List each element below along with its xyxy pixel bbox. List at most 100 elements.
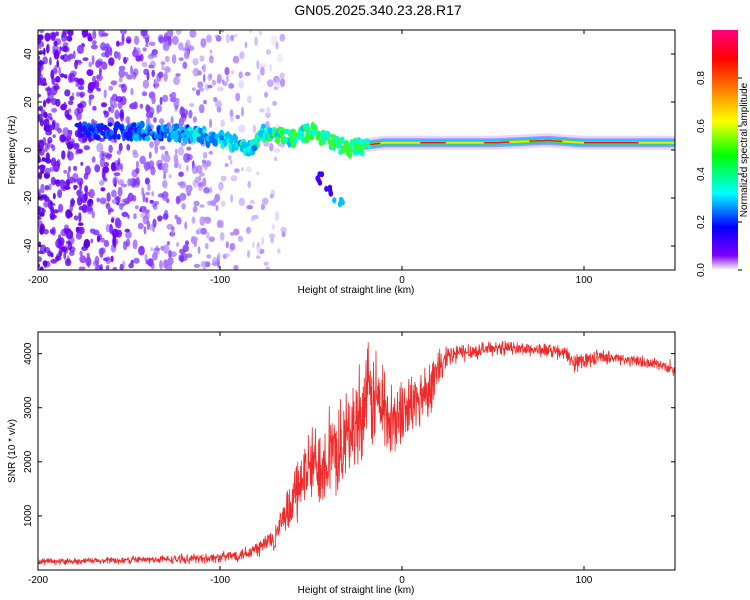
y-tick-label: -20 bbox=[23, 190, 34, 205]
snr-x-ticks: -200 -100 0 100 bbox=[28, 332, 593, 586]
spectral-noise-blob bbox=[99, 247, 106, 254]
spectral-noise-blob bbox=[42, 77, 47, 86]
spectral-noise-blob bbox=[78, 226, 85, 235]
spectral-noise-blob bbox=[118, 76, 123, 83]
spectral-noise-blob bbox=[119, 263, 124, 270]
spectral-noise-blob bbox=[142, 192, 146, 203]
spectral-noise-blob bbox=[139, 103, 144, 109]
spectral-noise-blob bbox=[51, 121, 56, 131]
spectral-noise-blob bbox=[56, 159, 61, 167]
spectral-noise-blob bbox=[77, 196, 83, 206]
spectral-ridge-blob bbox=[251, 144, 258, 152]
spectral-noise-blob bbox=[38, 256, 42, 263]
spectral-noise-blob bbox=[131, 71, 137, 80]
spectral-noise-blob bbox=[38, 30, 45, 34]
spectral-noise-blob bbox=[254, 36, 259, 46]
spectral-noise-blob bbox=[38, 171, 43, 180]
spectral-noise-blob bbox=[129, 103, 136, 110]
x-tick-label: 0 bbox=[399, 275, 405, 286]
colorbar-tick-label: 0.4 bbox=[696, 167, 707, 181]
spectral-noise-blob bbox=[271, 224, 276, 230]
spectral-noise-blob bbox=[214, 100, 222, 108]
spectral-noise-blob bbox=[234, 168, 240, 173]
spectral-noise-blob bbox=[75, 226, 80, 233]
spectral-noise-blob bbox=[167, 30, 174, 38]
spectral-noise-blob bbox=[133, 178, 141, 188]
spectral-noise-blob bbox=[114, 109, 120, 120]
spectral-ridge-blob bbox=[347, 151, 353, 159]
spectral-noise-blob bbox=[229, 159, 233, 165]
spectral-ridge-blob bbox=[219, 129, 225, 137]
spectral-noise-blob bbox=[79, 250, 83, 257]
spectral-noise-blob bbox=[144, 161, 149, 172]
spectral-noise-blob bbox=[147, 53, 155, 60]
spectral-noise-blob bbox=[67, 114, 73, 121]
spectral-ridge-blob bbox=[114, 122, 118, 132]
spectral-noise-blob bbox=[91, 40, 97, 45]
spectral-noise-blob bbox=[144, 253, 148, 262]
spectral-noise-blob bbox=[204, 83, 209, 91]
spectral-noise-blob bbox=[171, 35, 179, 46]
spectral-noise-blob bbox=[204, 242, 209, 250]
spectral-ridge-blob bbox=[220, 143, 225, 149]
spectral-noise-blob bbox=[238, 197, 245, 206]
spectral-noise-blob bbox=[257, 74, 261, 83]
spectral-noise-blob bbox=[73, 165, 78, 171]
spectral-noise-blob bbox=[105, 43, 110, 50]
spectral-noise-blob bbox=[92, 105, 97, 111]
spectral-noise-blob bbox=[175, 73, 181, 77]
spectral-noise-blob bbox=[52, 134, 56, 139]
spectral-noise-blob bbox=[167, 257, 174, 266]
spectral-noise-blob bbox=[79, 255, 87, 264]
snr-series bbox=[38, 340, 675, 566]
spectral-noise-blob bbox=[99, 263, 103, 270]
spectral-noise-blob bbox=[112, 176, 119, 184]
spectral-noise-blob bbox=[43, 246, 51, 253]
spectral-noise-blob bbox=[225, 33, 231, 44]
spectral-ridge-blob bbox=[359, 150, 365, 157]
spectral-noise-blob bbox=[153, 51, 158, 59]
spectral-noise-blob bbox=[101, 61, 108, 70]
spectral-noise-blob bbox=[68, 211, 73, 218]
spectral-noise-blob bbox=[98, 30, 105, 38]
spectral-noise-blob bbox=[58, 203, 64, 213]
spectral-noise-blob bbox=[186, 184, 193, 193]
spectral-noise-blob bbox=[142, 79, 150, 89]
spectral-noise-blob bbox=[38, 61, 45, 66]
spectral-noise-blob bbox=[171, 54, 177, 64]
spectral-noise-blob bbox=[96, 87, 102, 92]
spectral-noise-blob bbox=[46, 45, 49, 54]
spectral-noise-blob bbox=[96, 197, 100, 203]
spectral-ridge-blob bbox=[275, 136, 281, 144]
spectral-noise-blob bbox=[203, 187, 211, 194]
spectral-noise-blob bbox=[175, 30, 182, 35]
spectral-ridge-blob bbox=[364, 138, 370, 145]
spectral-branch-blob bbox=[324, 185, 329, 192]
spectral-ridge-blob bbox=[214, 141, 218, 147]
spectral-noise-blob bbox=[193, 263, 201, 268]
spectral-noise-blob bbox=[151, 69, 155, 77]
spectrogram-heatmap bbox=[38, 30, 675, 270]
spectral-noise-blob bbox=[66, 35, 73, 42]
spectral-noise-blob bbox=[50, 69, 55, 80]
spectral-noise-blob bbox=[266, 106, 271, 115]
spectral-noise-blob bbox=[224, 67, 230, 76]
spectral-noise-blob bbox=[239, 51, 245, 60]
spectral-noise-blob bbox=[220, 119, 225, 128]
spectral-noise-blob bbox=[110, 80, 118, 86]
spectral-noise-blob bbox=[130, 65, 133, 75]
spectral-noise-blob bbox=[150, 262, 155, 270]
spectral-ridge-blob bbox=[107, 122, 113, 127]
spectral-noise-blob bbox=[41, 41, 44, 48]
spectral-noise-blob bbox=[256, 246, 261, 255]
spectral-noise-blob bbox=[60, 103, 67, 111]
x-tick-label: -100 bbox=[210, 275, 230, 286]
spectral-noise-blob bbox=[176, 216, 182, 225]
spectral-ridge-blob bbox=[202, 128, 207, 134]
spectral-noise-blob bbox=[108, 85, 114, 91]
spectral-noise-blob bbox=[246, 205, 253, 210]
spectral-ridge-blob bbox=[192, 138, 197, 144]
spectral-noise-blob bbox=[199, 204, 205, 208]
spectral-noise-blob bbox=[51, 31, 56, 41]
spectral-noise-blob bbox=[113, 51, 119, 59]
